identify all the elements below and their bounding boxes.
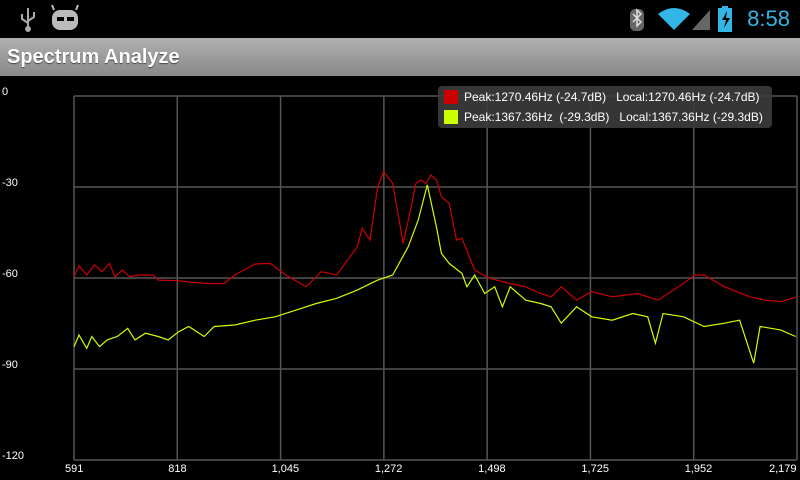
legend-swatch-red — [444, 90, 458, 104]
x-tick-label: 1,952 — [684, 463, 713, 475]
y-tick-label: 0 — [2, 86, 9, 98]
x-tick-label: 1,045 — [271, 463, 300, 475]
action-bar: Spectrum Analyze — [0, 38, 800, 76]
series-line-0 — [73, 170, 798, 303]
legend-swatch-yellow — [444, 110, 458, 124]
x-tick-label: 591 — [65, 463, 84, 475]
y-tick-label: -60 — [2, 268, 18, 280]
signal-icon — [692, 10, 710, 30]
x-tick-label: 1,725 — [581, 463, 609, 475]
series-line-1 — [73, 184, 796, 364]
legend-item-yellow: Peak:1367.36Hz (-29.3dB) Local:1367.36Hz… — [444, 109, 763, 125]
x-tick-label: 1,272 — [374, 463, 403, 475]
app-title: Spectrum Analyze — [7, 46, 180, 68]
legend: Peak:1270.46Hz (-24.7dB) Local:1270.46Hz… — [438, 86, 772, 128]
x-tick-label: 2,179 — [769, 463, 797, 475]
usb-icon — [21, 8, 35, 32]
status-icons — [21, 4, 732, 32]
clock: 8:58 — [747, 6, 790, 31]
cyanogenmod-icon — [51, 4, 79, 30]
wifi-icon — [658, 8, 690, 30]
y-tick-label: -120 — [2, 450, 25, 462]
status-bar: 8:58 — [0, 0, 800, 38]
x-tick-label: 818 — [168, 463, 187, 475]
spectrum-chart[interactable] — [0, 76, 800, 480]
battery-charging-icon — [718, 6, 732, 32]
x-tick-label: 1,498 — [478, 463, 506, 475]
bluetooth-icon — [630, 8, 644, 31]
legend-item-red: Peak:1270.46Hz (-24.7dB) Local:1270.46Hz… — [444, 89, 760, 105]
legend-text: Peak:1270.46Hz (-24.7dB) Local:1270.46Hz… — [464, 90, 760, 104]
legend-text: Peak:1367.36Hz (-29.3dB) Local:1367.36Hz… — [464, 110, 763, 124]
y-tick-label: -90 — [2, 359, 18, 371]
y-tick-label: -30 — [2, 177, 18, 189]
